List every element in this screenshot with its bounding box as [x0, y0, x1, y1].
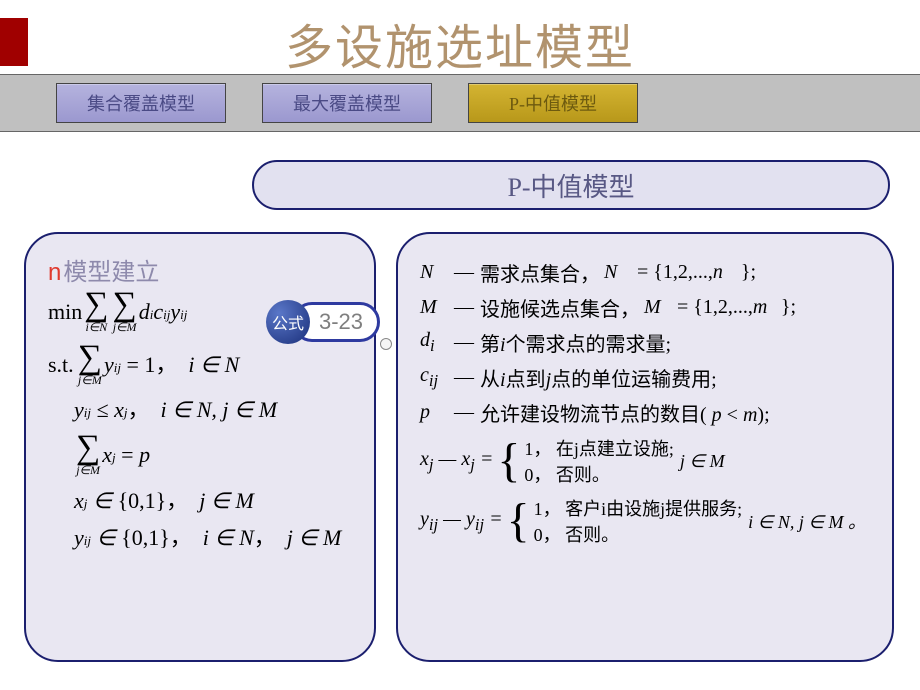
constraint-2: yij ≤ xj， i ∈ N, j ∈ M	[74, 397, 352, 422]
tab-max-cover[interactable]: 最大覆盖模型	[262, 83, 432, 123]
objective-terms: dicijyij	[139, 299, 188, 324]
def-di: di— 第i个需求点的需求量;	[420, 328, 870, 357]
sigma-c3: ∑ j∈M	[76, 434, 100, 475]
def-xj-case1: 1， 在j点建立设施;	[524, 435, 674, 461]
constraint-1-body: yij = 1， i ∈ N	[104, 352, 239, 377]
formula-tag-bubble: 公式	[266, 300, 310, 344]
sigma-j: ∑ j∈M	[112, 291, 136, 332]
tab-set-cover[interactable]: 集合覆盖模型	[56, 83, 226, 123]
sigma-i: ∑ i∈N	[84, 291, 108, 332]
section-pill-label: P-中值模型	[507, 167, 634, 204]
constraint-4: xj ∈ {0,1}， j ∈ M	[74, 488, 352, 513]
definitions-block: N— 需求点集合， N = {1,2,...,n}; M— 设施候选点集合， M…	[420, 258, 870, 547]
panel-model: n模型建立 min ∑ i∈N ∑ j∈M dicijyij s.t. ∑ j∈…	[24, 232, 376, 662]
def-yij-tail: i ∈ N, j ∈ M 。	[748, 508, 866, 534]
panel-definitions: N— 需求点集合， N = {1,2,...,n}; M— 设施候选点集合， M…	[396, 232, 894, 662]
constraint-3: ∑ j∈M xj = p	[74, 434, 352, 475]
bullet-n: n	[48, 259, 61, 286]
page-title: 多设施选址模型	[0, 8, 920, 78]
def-xj-case2: 0， 否则。	[524, 461, 674, 487]
def-M-text: 设施候选点集合，	[480, 293, 640, 322]
heading-text: 模型建立	[63, 260, 159, 286]
constraint-5: yij ∈ {0,1}， i ∈ N， j ∈ M	[74, 525, 352, 550]
sigma-c1: ∑ j∈M	[78, 344, 102, 385]
sigma-j-domain: j∈M	[113, 322, 137, 332]
tab-bar: 集合覆盖模型 最大覆盖模型 P-中值模型	[0, 74, 920, 132]
def-N-text: 需求点集合，	[480, 258, 600, 287]
def-yij: yij — yij = { 1， 客户i由设施j提供服务; 0， 否则。 i ∈…	[420, 495, 870, 547]
def-xj-tail: j ∈ M	[680, 451, 725, 472]
def-p: p— 允许建设物流节点的数目( p < m);	[420, 398, 870, 427]
formula-tag: 公式 3-23	[266, 300, 380, 344]
def-yij-case2: 0， 否则。	[534, 521, 743, 547]
sigma-i-domain: i∈N	[85, 322, 107, 332]
def-M: M— 设施候选点集合， M = {1,2,...,m};	[420, 293, 870, 322]
slide-marker	[380, 338, 392, 350]
sigma-c3-domain: j∈M	[76, 465, 100, 475]
def-N: N— 需求点集合， N = {1,2,...,n};	[420, 258, 870, 287]
panel-model-heading: n模型建立	[48, 252, 352, 287]
st-prefix: s.t.	[48, 352, 74, 377]
constraint-3-body: xj = p	[102, 442, 150, 467]
tab-p-median[interactable]: P-中值模型	[468, 83, 638, 123]
def-xj: xj — xj = { 1， 在j点建立设施; 0， 否则。 j ∈ M	[420, 435, 870, 487]
min-prefix: min	[48, 299, 82, 324]
def-cij: cij— 从i点到j点的单位运输费用;	[420, 363, 870, 392]
section-pill: P-中值模型	[252, 160, 890, 210]
sigma-c1-domain: j∈M	[78, 375, 102, 385]
constraint-1: s.t. ∑ j∈M yij = 1， i ∈ N	[48, 344, 352, 385]
def-yij-case1: 1， 客户i由设施j提供服务;	[534, 495, 743, 521]
